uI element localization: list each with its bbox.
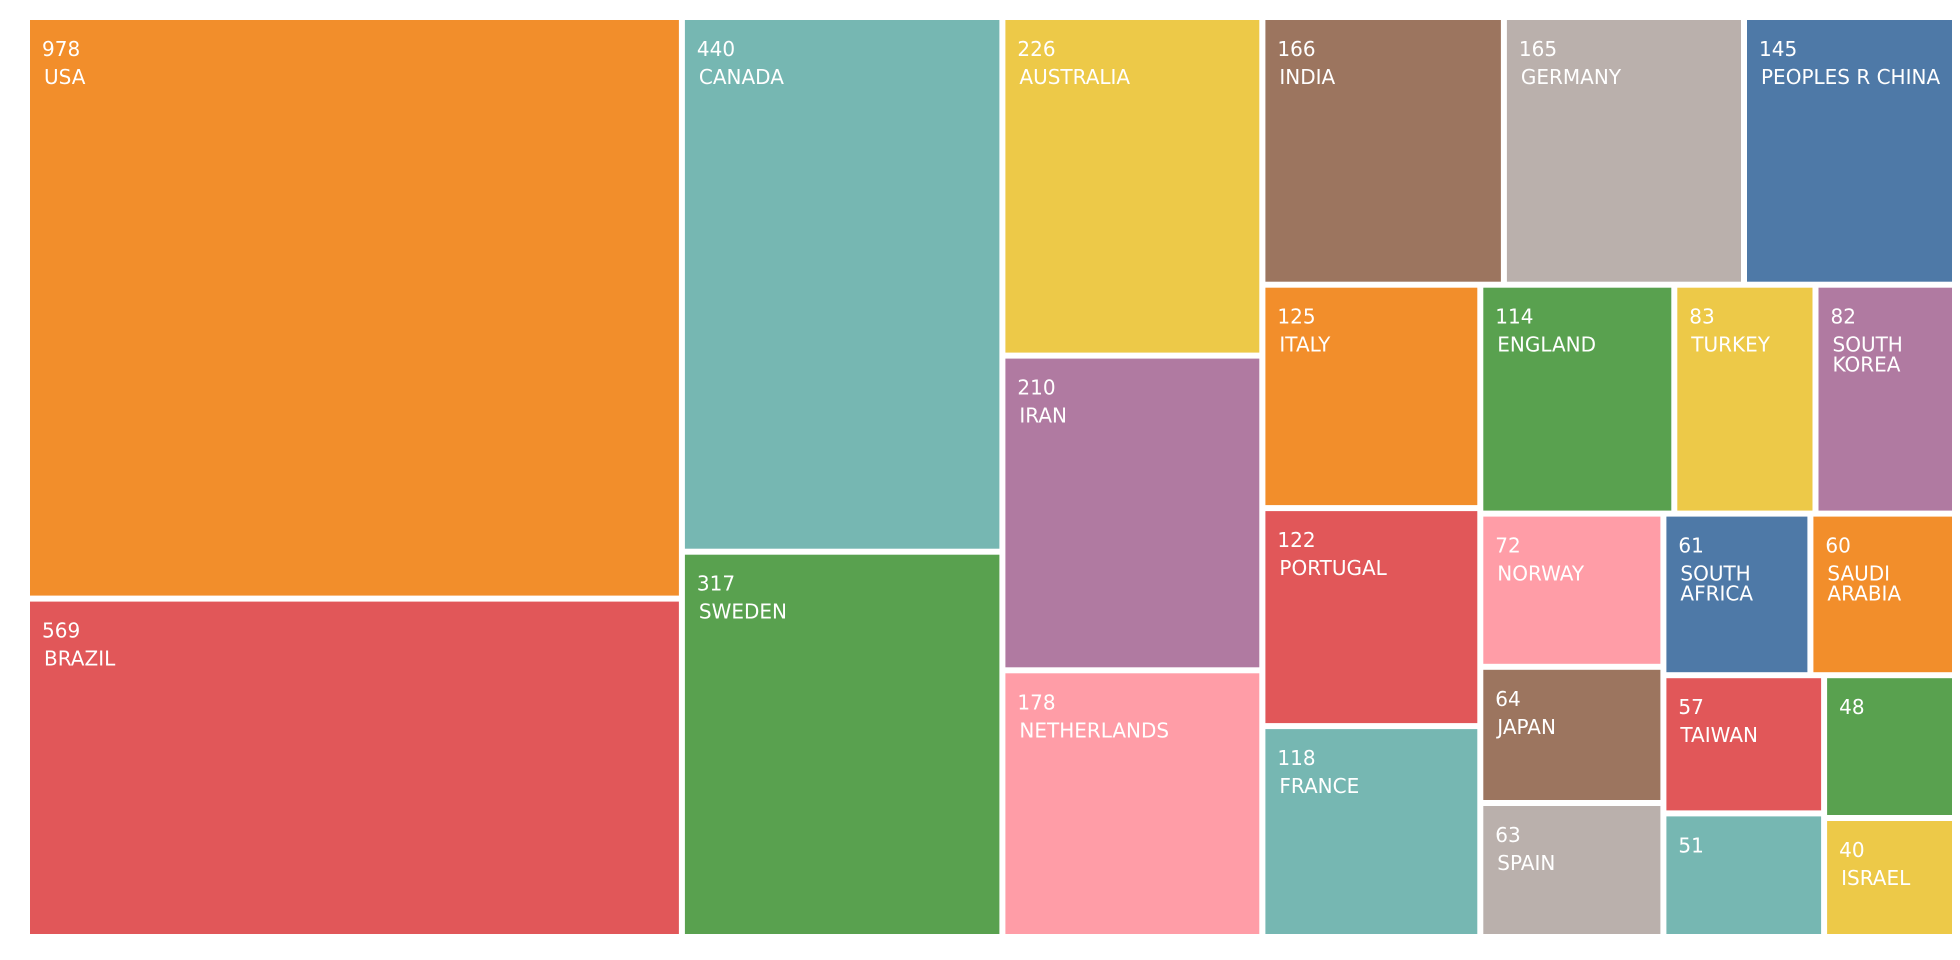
treemap-value-label: 440 xyxy=(697,37,735,61)
treemap-cell: 63 SPAIN xyxy=(1483,806,1661,934)
treemap-value-label: 63 xyxy=(1495,823,1520,847)
treemap-cell: 40 ISRAEL xyxy=(1827,821,1952,934)
treemap-category-label: PORTUGAL xyxy=(1279,556,1387,580)
treemap-value-label: 122 xyxy=(1277,528,1315,552)
treemap-tile xyxy=(1506,20,1741,282)
treemap-value-label: 40 xyxy=(1839,838,1864,862)
treemap-cell: 569 BRAZIL xyxy=(30,601,679,934)
treemap-category-label: NORWAY xyxy=(1497,562,1585,586)
treemap-value-label: 178 xyxy=(1017,690,1055,714)
treemap-tile xyxy=(1005,358,1260,668)
treemap-cell: 114 ENGLAND xyxy=(1483,287,1672,511)
treemap-cell: 978 USA xyxy=(30,20,679,596)
treemap-value-label: 165 xyxy=(1519,37,1557,61)
treemap-cell: 51 xyxy=(1666,816,1822,934)
treemap-tile xyxy=(1483,806,1661,934)
treemap-category-label: JAPAN xyxy=(1495,715,1556,739)
treemap-value-label: 145 xyxy=(1759,37,1797,61)
treemap-cell: 82 SOUTH KOREA xyxy=(1818,287,1952,511)
treemap-tile xyxy=(1827,678,1952,815)
treemap-tile xyxy=(1005,20,1260,353)
treemap-category-label: ENGLAND xyxy=(1497,333,1596,357)
treemap-cell: 317 SWEDEN xyxy=(684,554,1000,934)
treemap-category-label: TAIWAN xyxy=(1679,723,1758,747)
treemap-value-label: 57 xyxy=(1678,695,1703,719)
treemap-cell: 118 FRANCE xyxy=(1265,729,1478,934)
treemap-value-label: 166 xyxy=(1277,37,1315,61)
treemap-value-label: 118 xyxy=(1277,746,1315,770)
treemap-value-label: 48 xyxy=(1839,695,1864,719)
treemap-cell: 226 AUSTRALIA xyxy=(1005,20,1260,353)
treemap-cell: 60 SAUDI ARABIA xyxy=(1813,516,1952,673)
treemap-value-label: 82 xyxy=(1831,305,1856,329)
treemap-cell: 210 IRAN xyxy=(1005,358,1260,668)
treemap-value-label: 978 xyxy=(42,37,80,61)
treemap-cell: 125 ITALY xyxy=(1265,287,1478,506)
treemap-cell: 440 CANADA xyxy=(684,20,1000,549)
treemap-tile xyxy=(1265,511,1478,724)
treemap-category-label: CANADA xyxy=(699,65,784,89)
treemap-category-label: ITALY xyxy=(1279,333,1331,357)
treemap-cell: 83 TURKEY xyxy=(1677,287,1813,511)
treemap-tile xyxy=(1818,287,1952,511)
treemap-tile xyxy=(1005,673,1260,934)
treemap-value-label: 125 xyxy=(1277,305,1315,329)
treemap-cell: 64 JAPAN xyxy=(1483,669,1661,800)
treemap-value-label: 61 xyxy=(1678,534,1703,558)
treemap-tile xyxy=(30,601,679,934)
treemap-category-label: PEOPLES R CHINA xyxy=(1761,65,1940,89)
treemap-tile xyxy=(1666,516,1808,673)
treemap-value-label: 83 xyxy=(1689,305,1714,329)
treemap-tile xyxy=(1747,20,1952,282)
treemap-cell: 57 TAIWAN xyxy=(1666,678,1822,811)
treemap-tile xyxy=(684,20,1000,549)
treemap-tile xyxy=(1265,729,1478,934)
treemap-category-label: USA xyxy=(44,65,86,89)
treemap-tile xyxy=(30,20,679,596)
treemap-cell: 178 NETHERLANDS xyxy=(1005,673,1260,934)
treemap-cell: 122 PORTUGAL xyxy=(1265,511,1478,724)
treemap-category-label: SAUDI ARABIA xyxy=(1827,562,1901,606)
treemap-category-label: ISRAEL xyxy=(1841,866,1911,890)
treemap-category-label: GERMANY xyxy=(1521,65,1622,89)
treemap-tile xyxy=(1265,20,1501,282)
treemap-category-label: BRAZIL xyxy=(44,647,116,671)
treemap-tile xyxy=(1265,287,1478,506)
treemap-value-label: 51 xyxy=(1678,833,1703,857)
treemap-value-label: 72 xyxy=(1495,534,1520,558)
treemap-tile xyxy=(1813,516,1952,673)
treemap-cell: 61 SOUTH AFRICA xyxy=(1666,516,1808,673)
treemap-cell: 72 NORWAY xyxy=(1483,516,1661,664)
treemap-category-label: AUSTRALIA xyxy=(1019,65,1130,89)
treemap-value-label: 64 xyxy=(1495,687,1520,711)
treemap-tile xyxy=(1666,678,1822,811)
treemap-value-label: 210 xyxy=(1017,376,1055,400)
treemap-value-label: 317 xyxy=(697,572,735,596)
treemap-category-label: TURKEY xyxy=(1690,333,1771,357)
treemap-category-label: IRAN xyxy=(1019,404,1067,428)
treemap-cell: 166 INDIA xyxy=(1265,20,1501,282)
treemap-value-label: 226 xyxy=(1017,37,1055,61)
treemap-tile xyxy=(1827,821,1952,934)
treemap-cell: 145 PEOPLES R CHINA xyxy=(1747,20,1952,282)
treemap-tile xyxy=(1677,287,1813,511)
treemap-tile xyxy=(684,554,1000,934)
treemap-category-label: SOUTH AFRICA xyxy=(1680,562,1753,606)
treemap-category-label: SOUTH KOREA xyxy=(1833,333,1903,377)
treemap-tile xyxy=(1666,816,1822,934)
treemap-value-label: 60 xyxy=(1825,534,1850,558)
treemap-tile xyxy=(1483,669,1661,800)
treemap-category-label: SWEDEN xyxy=(699,600,787,624)
treemap-category-label: FRANCE xyxy=(1279,774,1359,798)
treemap-category-label: INDIA xyxy=(1279,65,1335,89)
treemap-category-label: SPAIN xyxy=(1497,851,1555,875)
treemap-value-label: 114 xyxy=(1495,305,1533,329)
treemap-value-label: 569 xyxy=(42,619,80,643)
treemap-cell: 48 xyxy=(1827,678,1952,815)
treemap-tile xyxy=(1483,287,1672,511)
treemap-tile xyxy=(1483,516,1661,664)
treemap-category-label: NETHERLANDS xyxy=(1019,718,1169,742)
treemap-cell: 165 GERMANY xyxy=(1506,20,1741,282)
